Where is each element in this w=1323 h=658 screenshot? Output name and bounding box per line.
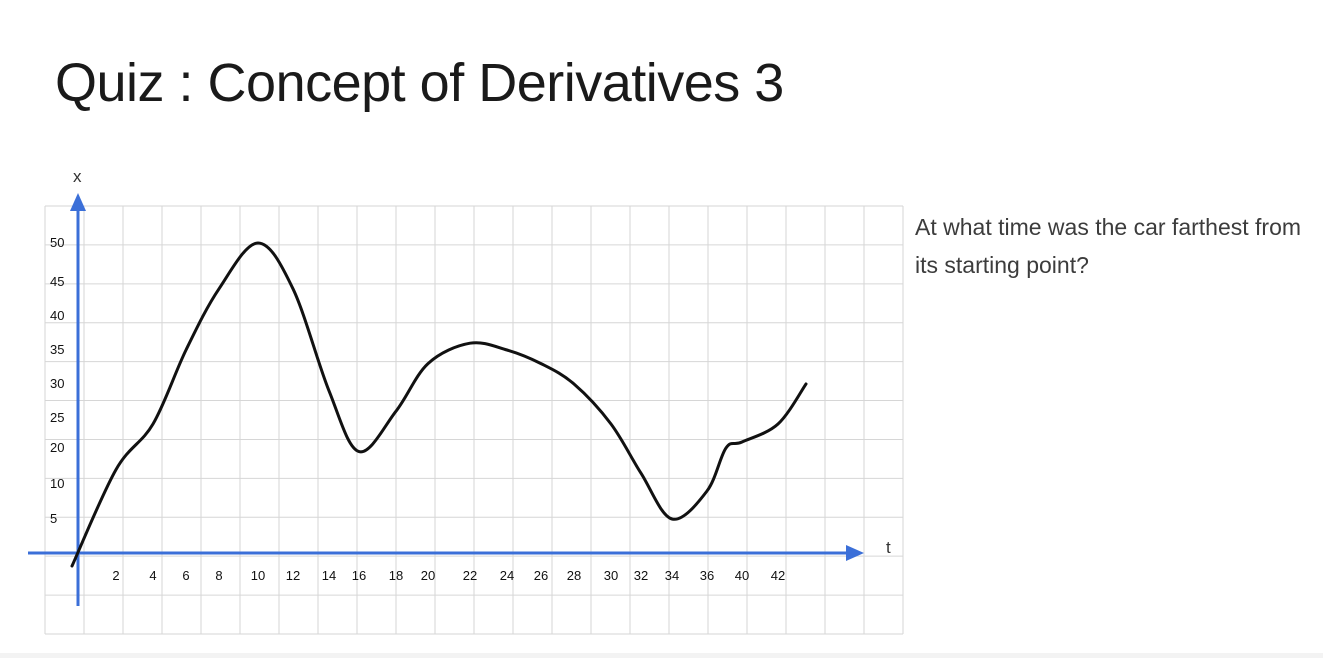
x-tick-label: 2 xyxy=(112,568,119,583)
x-tick-label: 16 xyxy=(352,568,366,583)
y-tick-label: 5 xyxy=(50,511,57,526)
x-tick-label: 4 xyxy=(149,568,156,583)
y-tick-label: 50 xyxy=(50,235,64,250)
y-tick-label: 40 xyxy=(50,308,64,323)
x-tick-label: 24 xyxy=(500,568,514,583)
x-tick-label: 12 xyxy=(286,568,300,583)
x-tick-label: 18 xyxy=(389,568,403,583)
x-tick-label: 14 xyxy=(322,568,336,583)
x-tick-label: 8 xyxy=(215,568,222,583)
x-tick-label: 6 xyxy=(182,568,189,583)
quiz-question: At what time was the car farthest from i… xyxy=(915,214,1302,278)
y-axis-arrow xyxy=(70,193,86,211)
chart-grid xyxy=(44,205,904,635)
y-tick-label: 45 xyxy=(50,274,64,289)
x-axis-label: t xyxy=(886,538,891,557)
x-tick-label: 42 xyxy=(771,568,785,583)
x-tick-label: 40 xyxy=(735,568,749,583)
y-tick-label: 25 xyxy=(50,410,64,425)
slide-title: Quiz : Concept of Derivatives 3 xyxy=(55,53,784,113)
x-tick-label: 34 xyxy=(665,568,679,583)
x-axis-arrow xyxy=(846,545,864,561)
bottom-bar xyxy=(0,653,1323,658)
x-tick-label: 20 xyxy=(421,568,435,583)
x-tick-label: 28 xyxy=(567,568,581,583)
y-tick-label: 35 xyxy=(50,342,64,357)
y-axis-label: x xyxy=(73,167,82,186)
x-tick-label: 10 xyxy=(251,568,265,583)
y-tick-label: 10 xyxy=(50,476,64,491)
x-tick-label: 32 xyxy=(634,568,648,583)
position-curve-line xyxy=(70,241,808,568)
x-tick-label: 22 xyxy=(463,568,477,583)
y-tick-labels: 5 10 20 25 30 35 40 45 50 xyxy=(50,235,64,526)
data-series xyxy=(70,241,808,568)
y-tick-label: 20 xyxy=(50,440,64,455)
x-tick-label: 36 xyxy=(700,568,714,583)
y-tick-label: 30 xyxy=(50,376,64,391)
x-tick-labels: 2 4 6 8 10 12 14 16 18 20 22 24 26 28 30 32 34 36 40 42 xyxy=(112,568,785,583)
x-tick-label: 26 xyxy=(534,568,548,583)
x-tick-label: 30 xyxy=(604,568,618,583)
chart-axes xyxy=(28,193,864,606)
